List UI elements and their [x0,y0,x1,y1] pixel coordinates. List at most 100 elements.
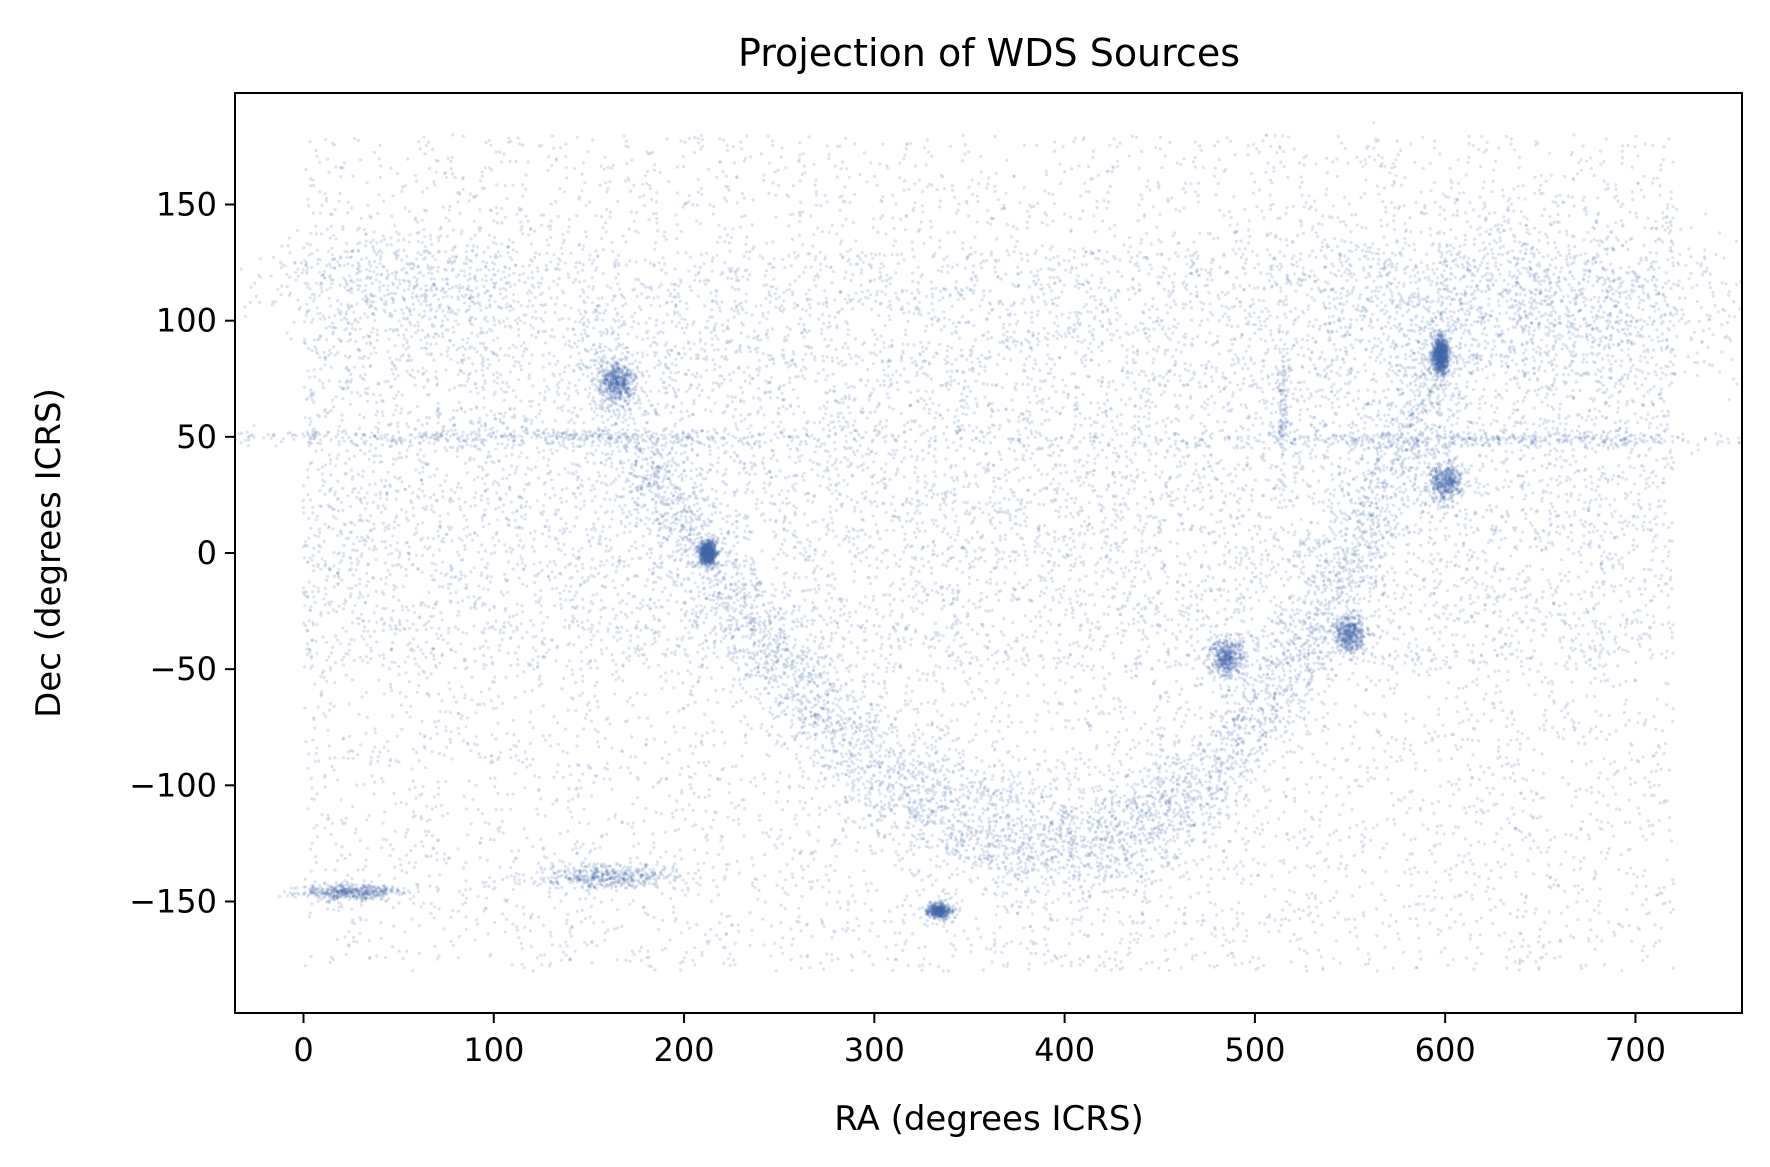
data-point [546,224,550,228]
data-point [357,712,361,717]
data-point [1073,701,1077,705]
data-point [1436,800,1441,804]
data-point [606,928,610,932]
data-point [1583,742,1587,746]
data-point [1521,184,1525,188]
data-point [489,143,493,147]
data-point [329,473,333,477]
data-point [1081,668,1086,672]
data-point [1454,257,1458,261]
data-point [504,390,508,394]
data-point [983,369,987,373]
data-point [951,847,956,851]
data-point [811,460,816,464]
data-point [1552,220,1556,224]
data-point [1489,908,1493,912]
data-point [334,842,338,846]
data-point [1102,919,1106,923]
data-point [1593,295,1597,299]
data-point [1264,324,1268,328]
data-point [1531,798,1535,803]
data-point [508,747,512,752]
data-point [1016,867,1020,871]
data-point [1126,952,1130,957]
data-point [902,188,906,192]
data-point [1256,861,1260,865]
data-point [729,801,734,805]
data-point [946,231,950,235]
data-point [502,398,506,402]
data-point [1022,185,1026,190]
data-point [420,479,424,483]
data-point [823,289,827,293]
data-point [876,681,881,686]
data-point [1644,477,1648,481]
data-point [1053,362,1057,367]
data-point [1236,361,1240,365]
data-point [1055,777,1059,781]
data-point [303,964,307,968]
data-point [1263,894,1267,898]
data-point [1611,785,1615,789]
data-point [1078,475,1083,479]
data-point [1078,688,1082,692]
data-point [1657,583,1661,588]
data-point [1305,893,1309,897]
data-point [618,555,622,559]
data-point [660,948,664,952]
data-point [502,152,506,156]
data-point [1451,213,1455,217]
data-point [1457,191,1461,195]
data-point [1026,382,1030,386]
data-point [807,135,811,139]
data-point [1634,134,1638,138]
data-point [1620,969,1624,973]
data-point [395,541,400,545]
data-point [382,745,386,750]
data-point [1162,727,1166,731]
data-point [1540,567,1545,572]
data-point [1647,780,1651,784]
data-point [463,347,467,351]
data-point [1152,327,1156,331]
data-point [438,520,442,524]
data-point [950,703,954,707]
data-point [732,309,736,313]
data-point [592,896,597,900]
data-point [826,678,830,682]
data-point [1098,770,1102,774]
data-point [852,579,856,583]
data-point [643,522,647,526]
data-point [350,678,355,682]
data-point [1015,744,1020,748]
data-point [704,368,709,372]
data-point [1198,144,1202,148]
data-point [805,537,810,541]
data-point [1046,949,1050,953]
data-point [1581,360,1585,364]
data-point [723,877,727,882]
data-point [489,655,493,659]
data-point [357,413,362,417]
data-point [1419,473,1424,477]
data-point [1582,611,1587,615]
data-point [938,239,942,243]
data-point [1332,916,1337,920]
data-point [381,780,385,784]
data-point [1636,638,1640,642]
data-point [566,471,570,475]
data-point [939,173,943,177]
data-point [1291,204,1295,208]
data-point [1597,776,1601,780]
data-point [319,694,323,698]
data-point [903,942,907,946]
data-point [1184,488,1188,492]
data-point [837,812,841,816]
data-point [1150,934,1154,938]
data-point [1074,690,1078,694]
data-point [457,712,461,716]
data-point [643,258,648,262]
data-point [583,279,587,283]
data-point [1121,541,1125,545]
data-point [1545,874,1549,878]
